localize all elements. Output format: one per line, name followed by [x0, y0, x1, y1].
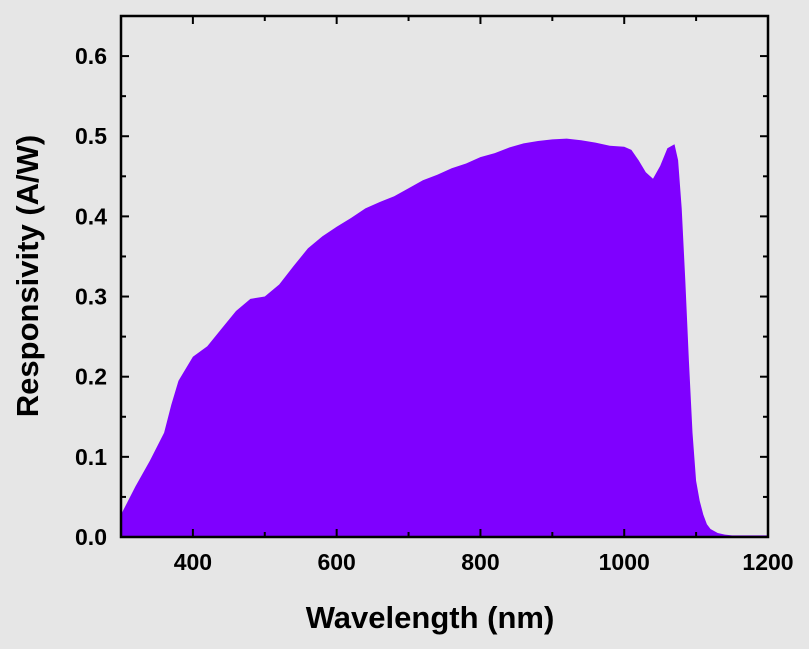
y-tick-label: 0.1: [75, 444, 107, 470]
y-tick-label: 0.6: [75, 43, 107, 69]
x-tick-label: 1200: [742, 549, 793, 575]
plot-area: [121, 138, 768, 537]
axes: 400 600 800 1000 1200 0.0 0.1 0.2 0.3 0.4 0.5 0.6: [75, 14, 794, 575]
y-tick-label: 0.2: [75, 364, 107, 390]
y-tick-label: 0.0: [75, 524, 107, 550]
y-tick-label: 0.5: [75, 123, 107, 149]
plot-frame: [119, 14, 770, 539]
x-tick-label: 1000: [599, 549, 650, 575]
x-tick-label: 800: [461, 549, 499, 575]
y-axis-title: Responsivity (A/W): [10, 135, 45, 417]
responsivity-area-0: [121, 138, 768, 537]
y-tick-label: 0.3: [75, 284, 107, 310]
x-tick-label: 400: [174, 549, 212, 575]
y-tick-label: 0.4: [75, 203, 107, 229]
x-axis-title: Wavelength (nm): [306, 600, 555, 635]
x-tick-label: 600: [317, 549, 355, 575]
